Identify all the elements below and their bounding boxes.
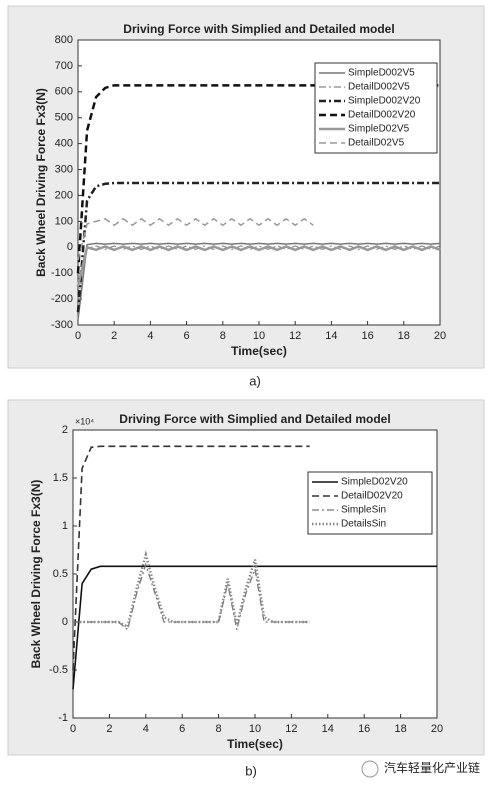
series-line — [77, 242, 441, 320]
y-tick-label: 400 — [55, 138, 73, 150]
x-tick-label: 2 — [106, 723, 112, 735]
series-line — [76, 245, 441, 287]
legend-label: DetailD002V5 — [348, 82, 410, 93]
y-tick-label: 0 — [62, 616, 68, 628]
y-axis-label: Back Wheel Driving Force Fx3(N) — [29, 480, 43, 669]
series-line — [73, 562, 310, 631]
chart-title: Driving Force with Simplied and Detailed… — [119, 412, 390, 426]
y-tick-label: -100 — [51, 267, 73, 279]
y-tick-label: 100 — [55, 215, 73, 227]
legend-label: DetailD002V20 — [348, 110, 416, 121]
y-tick-label: 1 — [62, 520, 68, 532]
x-tick-label: 20 — [434, 330, 446, 342]
x-tick-label: 2 — [111, 330, 117, 342]
y-axis-label: Back Wheel Driving Force Fx3(N) — [34, 88, 48, 277]
legend-label: SimpleD02V20 — [341, 477, 408, 488]
series-line — [72, 565, 437, 690]
y-tick-label: 1.5 — [53, 472, 68, 484]
x-axis-label: Time(sec) — [231, 344, 287, 358]
x-axis-label: Time(sec) — [227, 737, 283, 751]
watermark-text: 汽车轻量化产业链 — [384, 760, 480, 775]
x-tick-label: 18 — [394, 723, 406, 735]
x-tick-label: 16 — [361, 330, 373, 342]
y-tick-label: 200 — [55, 189, 73, 201]
x-tick-label: 10 — [249, 723, 261, 735]
watermark: 汽车轻量化产业链 — [361, 760, 480, 778]
x-tick-label: 14 — [325, 330, 337, 342]
legend-label: DetailsSin — [341, 519, 386, 530]
legend-label: SimpleD002V5 — [348, 68, 415, 79]
legend-label: SimpleD02V5 — [348, 124, 410, 135]
legend-box — [314, 62, 438, 154]
y-tick-label: -200 — [51, 293, 73, 305]
x-tick-label: 4 — [143, 723, 149, 735]
watermark-icon — [361, 760, 379, 778]
y-tick-label: 800 — [55, 34, 73, 46]
x-tick-label: 20 — [431, 723, 443, 735]
caption: b) — [245, 763, 257, 778]
legend-label: SimpleSin — [341, 505, 386, 516]
legend-label: SimpleD002V20 — [348, 96, 421, 107]
y-tick-label: 0.5 — [53, 568, 68, 580]
y-tick-label: 2 — [62, 424, 68, 436]
x-tick-label: 6 — [179, 723, 185, 735]
x-tick-label: 8 — [220, 330, 226, 342]
y-tick-label: -0.5 — [49, 664, 68, 676]
y-tick-label: -300 — [51, 319, 73, 331]
legend-label: DetailD02V20 — [341, 491, 403, 502]
series-line — [77, 217, 314, 261]
y-tick-label: 600 — [55, 86, 73, 98]
x-tick-label: 16 — [358, 723, 370, 735]
x-tick-label: 8 — [216, 723, 222, 735]
y-tick-label: 500 — [55, 112, 73, 124]
x-tick-label: 12 — [285, 723, 297, 735]
chart-title: Driving Force with Simplied and Detailed… — [123, 22, 394, 36]
x-tick-label: 0 — [70, 723, 76, 735]
series-line — [73, 550, 310, 629]
y-tick-label: 0 — [67, 241, 73, 253]
series-line — [76, 181, 440, 313]
x-tick-label: 4 — [147, 330, 153, 342]
x-tick-label: 18 — [398, 330, 410, 342]
x-tick-label: 10 — [253, 330, 265, 342]
x-tick-label: 6 — [184, 330, 190, 342]
y-tick-label: -1 — [58, 712, 68, 724]
y-tick-label: 300 — [55, 163, 73, 175]
caption: a) — [249, 373, 261, 388]
y-tick-label: 700 — [55, 60, 73, 72]
x-tick-label: 0 — [75, 330, 81, 342]
series-line — [72, 445, 310, 671]
x-tick-label: 12 — [289, 330, 301, 342]
y-multiplier: ×10⁴ — [75, 416, 94, 426]
x-tick-label: 14 — [322, 723, 334, 735]
legend-label: DetailD02V5 — [348, 138, 405, 149]
